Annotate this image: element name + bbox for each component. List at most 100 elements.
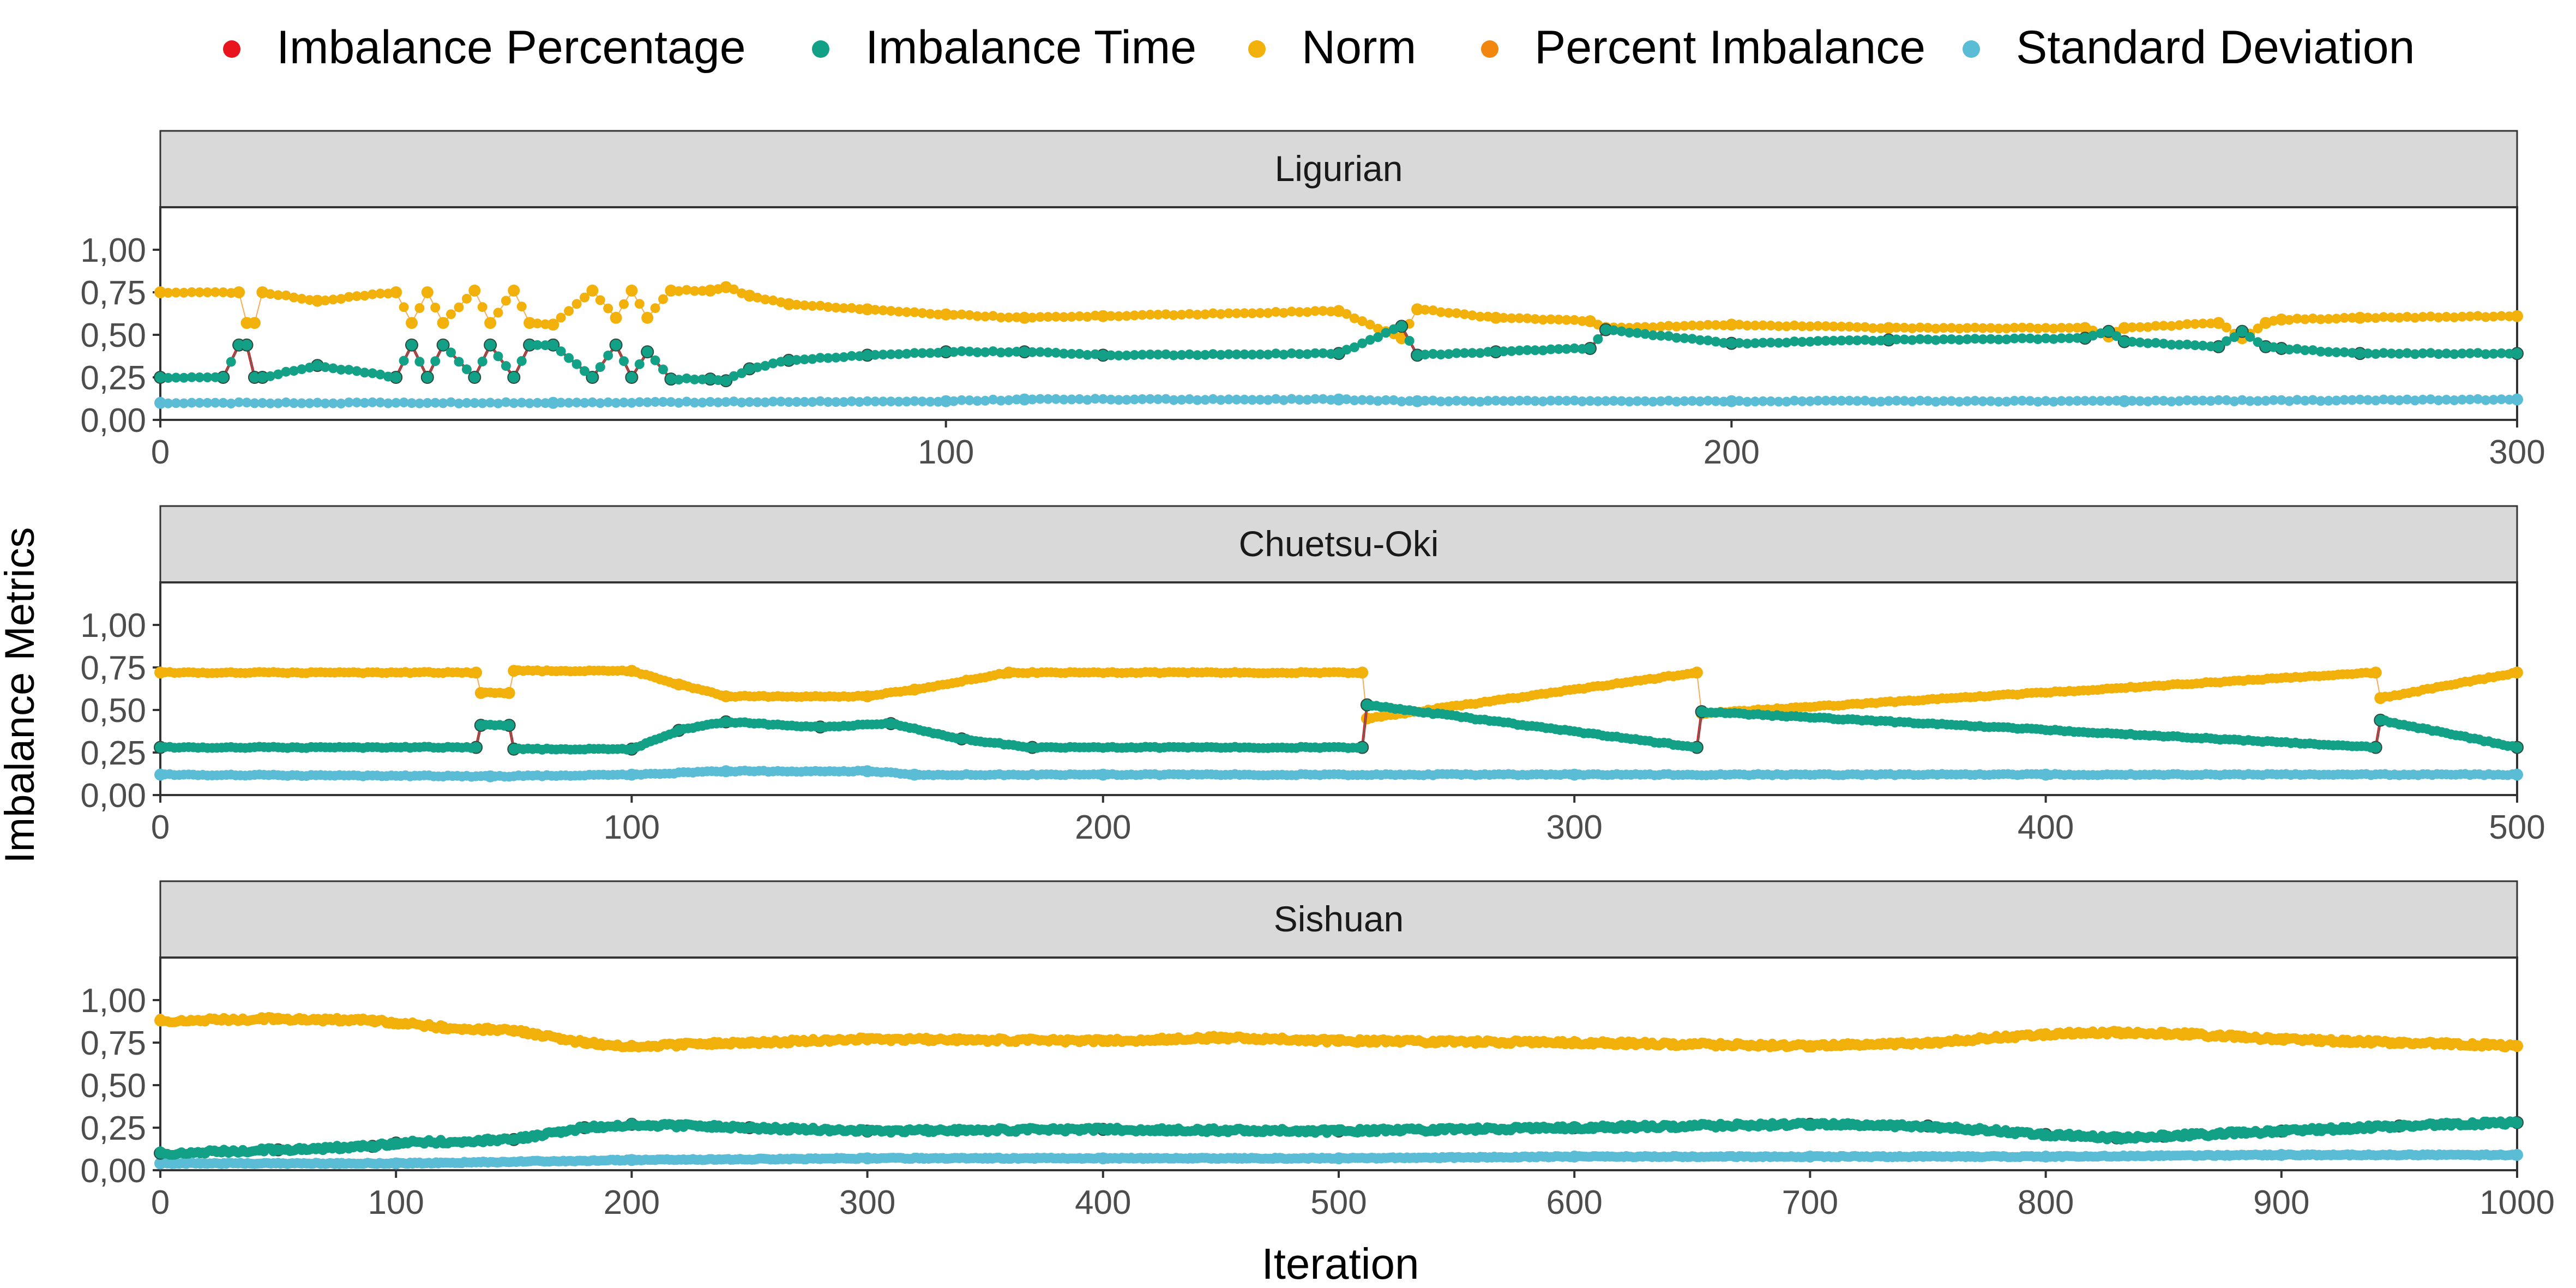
data-point [846,303,857,313]
data-point [941,309,951,320]
data-point [1231,308,1242,318]
data-point [2418,348,2428,358]
data-point [2276,343,2286,353]
data-point [1255,308,1265,318]
data-point [2386,312,2397,322]
data-point [493,308,503,318]
data-point [1687,320,1698,330]
data-point [996,312,1006,323]
data-point [713,375,723,386]
data-point [1616,396,1627,406]
data-point [1554,395,1564,406]
data-point [273,290,284,300]
data-point [1891,322,1901,333]
data-point [1074,348,1085,359]
x-tick-label: 100 [604,809,660,846]
data-point [689,286,700,296]
data-point [737,398,747,408]
data-point [1695,396,1705,406]
series-imbalance-time [154,698,2524,756]
data-point [1428,395,1438,406]
data-point [1106,394,1116,405]
data-point [2386,348,2397,359]
data-point [1090,349,1100,359]
data-point [1224,308,1234,318]
data-point [2402,394,2412,405]
data-point [414,303,425,313]
data-point [202,398,213,408]
data-point [516,398,527,408]
data-point [634,299,645,309]
data-point [1664,395,1674,406]
data-point [925,309,935,319]
data-point [1671,333,1682,343]
data-point [910,396,919,406]
data-point [1129,394,1140,405]
data-point [1994,334,2004,345]
data-point [1522,395,1532,406]
legend-swatch-percent-imbalance [1481,40,1498,58]
data-point [1671,396,1682,407]
data-point [438,318,448,328]
data-point [1279,308,1289,318]
data-point [1082,350,1092,360]
data-point [179,287,189,298]
data-point [1962,323,1972,333]
data-point [493,351,503,362]
data-point [737,288,747,298]
data-point [894,349,904,359]
data-point [2190,319,2200,329]
data-point [2481,395,2491,405]
data-point [2481,312,2491,322]
data-point [2245,396,2255,406]
data-point [2315,346,2326,357]
data-point [729,396,739,407]
data-point [1302,349,1313,359]
data-point [288,292,299,303]
data-point [1035,394,1045,404]
data-point [2496,394,2507,405]
data-point [2379,348,2389,358]
data-point [1514,345,1525,356]
data-point [1145,394,1155,404]
data-point [870,396,880,407]
data-point [1703,335,1713,346]
data-point [1231,349,1242,359]
data-point [1632,328,1642,338]
data-point [964,346,974,357]
data-point [1357,667,1368,678]
legend-swatch-imbalance-time [812,40,829,58]
data-point [485,398,496,408]
data-point [1860,335,1870,345]
data-point [1098,310,1108,321]
data-point [2308,345,2318,356]
data-point [744,397,755,407]
data-point [273,369,284,380]
data-point [933,396,943,407]
data-point [2119,322,2129,333]
data-point [2025,396,2035,406]
data-point [344,398,354,407]
data-point [1750,338,1760,348]
y-tick-label: 0,75 [80,1025,146,1062]
data-point [375,369,386,380]
data-point [407,340,417,351]
data-point [2253,337,2263,347]
data-point [595,362,605,372]
data-point [846,351,857,361]
data-point [925,348,935,358]
data-point [2174,320,2184,330]
data-point [627,398,637,408]
data-point [1742,321,1753,330]
data-point [304,295,315,305]
data-point [776,396,786,407]
data-point [1334,306,1344,316]
data-point [1750,396,1760,407]
data-point [1491,346,1501,357]
data-point [1954,396,1965,407]
data-point [2268,342,2279,352]
strip-background [159,130,2518,208]
data-point [2017,322,2027,333]
data-point [2324,395,2334,406]
data-point [1891,395,1901,406]
